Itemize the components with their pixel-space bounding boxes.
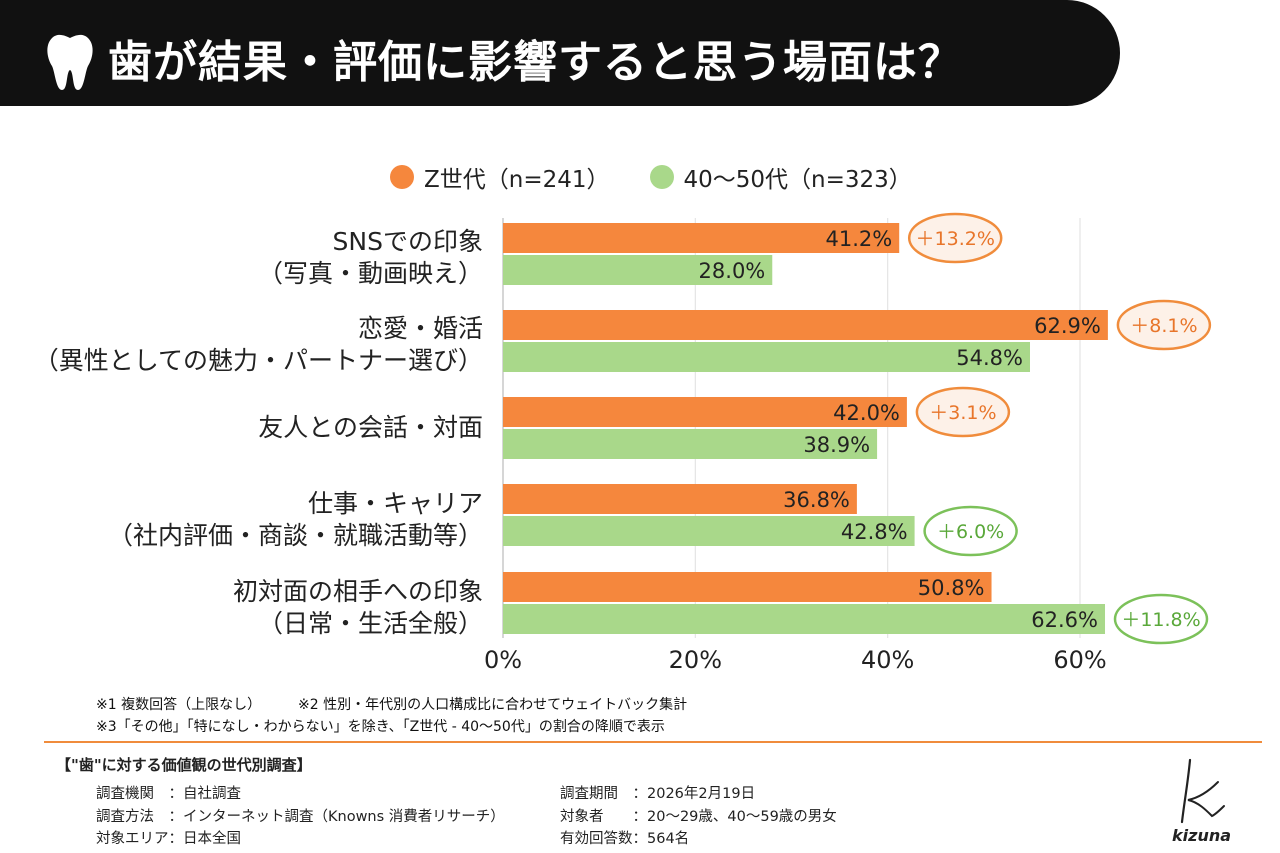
data-label: 62.6% [1031, 608, 1098, 632]
meta-value: インターネット調査（Knowns 消費者リサーチ） [183, 809, 505, 825]
meta-value: 日本全国 [183, 831, 241, 847]
logo-text: kizuna [1172, 826, 1232, 845]
x-tick-label: 0% [484, 646, 522, 674]
category-line2: （写真・動画映え） [257, 259, 483, 288]
meta-left-2: 対象エリア： 日本全国 [96, 827, 241, 848]
meta-right-0: 調査期間 ： 2026年2月19日 [560, 782, 755, 803]
bar [503, 604, 1106, 634]
legend-label-4050: 40〜50代（n=323） [683, 167, 912, 193]
category-label-3: 仕事・キャリア （社内評価・商談・就職活動等） [108, 488, 483, 552]
category-label-4: 初対面の相手への印象 （日常・生活全般） [233, 576, 483, 640]
difference-label: ＋11.8% [1121, 609, 1200, 631]
meta-right-2: 有効回答数： 564名 [560, 827, 689, 848]
notes-line-1: ※1 複数回答（上限なし） ※2 性別・年代別の人口構成比に合わせてウェイトバッ… [96, 694, 687, 714]
meta-key: 対象エリア： [96, 831, 183, 847]
meta-key: 調査期間 ： [560, 786, 647, 802]
divider [44, 741, 1262, 743]
meta-left-0: 調査機関 ： 自社調査 [96, 782, 241, 803]
category-line2: （社内評価・商談・就職活動等） [107, 521, 483, 550]
legend-item-z: Z世代（n=241） [390, 160, 610, 194]
difference-badge [1113, 593, 1209, 645]
category-line1: 仕事・キャリア [307, 489, 483, 518]
legend-item-4050: 40〜50代（n=323） [649, 160, 912, 194]
bar [503, 484, 857, 514]
note-1: ※1 複数回答（上限なし） [96, 697, 262, 713]
x-tick-label: 60% [1053, 646, 1106, 674]
note-2: ※2 性別・年代別の人口構成比に合わせてウェイトバック集計 [298, 697, 688, 713]
notes-line-2: ※3「その他」「特になし・わからない」を除き、「Z世代 - 40〜50代」の割合… [96, 719, 665, 735]
category-line2: （日常・生活全般） [257, 609, 483, 638]
data-label: 42.0% [833, 401, 900, 425]
data-label: 54.8% [956, 346, 1023, 370]
data-label: 36.8% [783, 488, 850, 512]
category-label-1: 恋愛・婚活 （異性としての魅力・パートナー選び） [34, 313, 483, 377]
data-label: 28.0% [699, 259, 766, 283]
meta-value: 2026年2月19日 [647, 786, 756, 802]
legend-dot-z [390, 165, 414, 189]
x-tick-label: 40% [861, 646, 914, 674]
bar [503, 342, 1030, 372]
category-line1: SNSでの印象 [332, 227, 483, 256]
data-label: 62.9% [1034, 314, 1101, 338]
data-label: 42.8% [841, 520, 908, 544]
difference-label: ＋8.1% [1130, 315, 1197, 337]
category-label-0: SNSでの印象 （写真・動画映え） [258, 226, 483, 290]
difference-label: ＋6.0% [937, 521, 1004, 543]
meta-key: 調査方法 ： [96, 809, 183, 825]
kizuna-logo [1180, 758, 1225, 824]
meta-key: 対象者 ： [560, 809, 647, 825]
tooth-icon [47, 34, 93, 90]
legend: Z世代（n=241） 40〜50代（n=323） [390, 160, 952, 194]
page-title: 歯が結果・評価に影響すると思う場面は？ [108, 37, 963, 88]
legend-dot-4050 [649, 165, 674, 189]
meta-key: 有効回答数： [560, 831, 647, 847]
meta-right-1: 対象者 ： 20〜29歳、40〜59歳の男女 [560, 805, 837, 826]
bar [503, 223, 900, 253]
bar [503, 310, 1108, 340]
meta-left-1: 調査方法 ： インターネット調査（Knowns 消費者リサーチ） [96, 805, 505, 826]
difference-badge [1116, 299, 1212, 351]
category-line1: 恋愛・婚活 [357, 314, 483, 343]
difference-badge [907, 212, 1003, 264]
meta-value: 564名 [647, 831, 690, 847]
difference-badge [915, 386, 1011, 438]
data-label: 41.2% [825, 227, 892, 251]
data-label: 50.8% [918, 576, 985, 600]
category-label-2: 友人との会話・対面 [258, 412, 483, 444]
bar [503, 516, 915, 546]
title-bar: 歯が結果・評価に影響すると思う場面は？ [0, 0, 1120, 106]
difference-badge [923, 505, 1018, 557]
legend-label-z: Z世代（n=241） [424, 167, 610, 193]
bar [503, 255, 773, 285]
meta-value: 20〜29歳、40〜59歳の男女 [647, 809, 837, 825]
survey-title: 【"歯"に対する価値観の世代別調査】 [56, 756, 312, 774]
category-line1: 友人との会話・対面 [258, 413, 483, 442]
difference-label: ＋3.1% [929, 402, 996, 424]
bar [503, 429, 878, 459]
x-tick-label: 20% [669, 646, 722, 674]
difference-label: ＋13.2% [916, 228, 995, 250]
category-line1: 初対面の相手への印象 [232, 577, 483, 606]
category-line2: （異性としての魅力・パートナー選び） [33, 346, 483, 375]
data-label: 38.9% [803, 433, 870, 457]
meta-key: 調査機関 ： [96, 786, 183, 802]
bar [503, 397, 907, 427]
meta-value: 自社調査 [183, 786, 241, 802]
bar [503, 572, 992, 602]
